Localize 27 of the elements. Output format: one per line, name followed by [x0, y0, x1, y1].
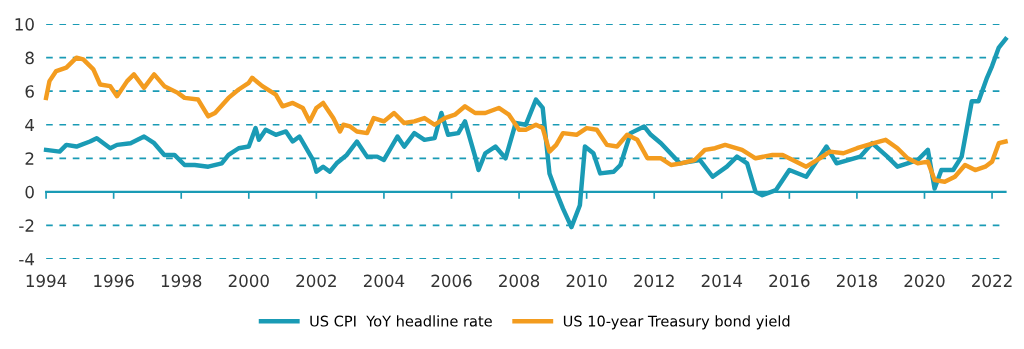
x-tick-label: 2018 — [836, 274, 877, 288]
y-tick-label: 0 — [25, 185, 34, 199]
x-tick-label: 2014 — [701, 274, 743, 288]
x-tick-label: 2022 — [972, 274, 1012, 288]
y-tick-label: 2 — [25, 152, 34, 165]
x-tick-label: 1994 — [26, 274, 67, 288]
y-tick-label: 10 — [15, 18, 34, 31]
line-series — [43, 55, 1008, 184]
x-tick-label: 2020 — [904, 274, 945, 288]
x-tick-label: 2002 — [296, 274, 336, 288]
x-tick-label: 1998 — [161, 274, 202, 288]
x-tick-label: 2016 — [769, 274, 810, 288]
line-series — [43, 36, 1008, 230]
y-tick-label: 4 — [25, 118, 35, 132]
x-tick-label: 2000 — [228, 274, 269, 288]
y-tick-label: 6 — [25, 85, 34, 98]
x-tick-label: 2010 — [566, 274, 607, 288]
x-tick-label: 2006 — [431, 274, 472, 288]
y-tick-label: 8 — [25, 51, 34, 65]
x-tick-label: 1996 — [94, 274, 134, 288]
legend-label: US 10-year Treasury bond yield — [563, 315, 790, 330]
x-tick-label: 2008 — [499, 274, 540, 288]
x-tick-label: 2004 — [363, 274, 405, 288]
y-tick-label: -4 — [19, 253, 35, 266]
y-tick-label: -2 — [19, 219, 34, 232]
x-tick-label: 2012 — [634, 274, 674, 288]
legend-label: US CPI YoY headline rate — [310, 315, 492, 327]
